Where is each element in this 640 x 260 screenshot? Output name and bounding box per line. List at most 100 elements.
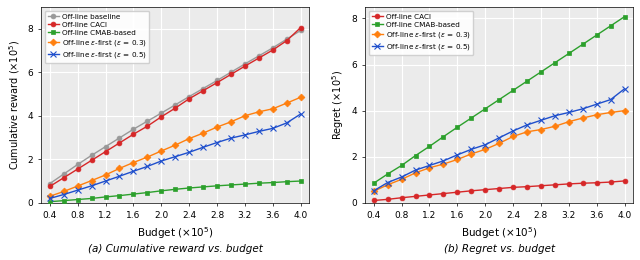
Off-line CMAB-based xyxy=(467,116,475,120)
Off-line CMAB-based xyxy=(524,80,531,83)
Off-line $\varepsilon$-first ($\varepsilon$ = 0.3) xyxy=(607,111,614,114)
Line: Off-line $\varepsilon$-first ($\varepsilon$ = 0.3): Off-line $\varepsilon$-first ($\varepsil… xyxy=(47,95,303,199)
Off-line $\varepsilon$-first ($\varepsilon$ = 0.3) xyxy=(454,158,461,161)
Off-line $\varepsilon$-first ($\varepsilon$ = 0.3) xyxy=(172,144,179,147)
Off-line $\varepsilon$-first ($\varepsilon$ = 0.5) xyxy=(60,193,68,196)
Off-line CMAB-based xyxy=(227,183,235,186)
Off-line CACl xyxy=(509,186,517,189)
Off-line baseline xyxy=(157,112,165,115)
Off-line CMAB-based xyxy=(412,154,419,157)
Off-line $\varepsilon$-first ($\varepsilon$ = 0.5) xyxy=(255,130,262,133)
Off-line $\varepsilon$-first ($\varepsilon$ = 0.5) xyxy=(481,143,489,146)
Off-line $\varepsilon$-first ($\varepsilon$ = 0.3) xyxy=(537,128,545,131)
Off-line $\varepsilon$-first ($\varepsilon$ = 0.3) xyxy=(384,183,392,186)
Off-line $\varepsilon$-first ($\varepsilon$ = 0.5) xyxy=(593,103,600,106)
Off-line CACl xyxy=(607,180,614,184)
Off-line CACl xyxy=(60,176,68,179)
Off-line CACl xyxy=(88,159,95,162)
Off-line CACl xyxy=(412,195,419,198)
X-axis label: Budget ($\times$10$^5$): Budget ($\times$10$^5$) xyxy=(461,226,538,242)
Line: Off-line $\varepsilon$-first ($\varepsilon$ = 0.5): Off-line $\varepsilon$-first ($\varepsil… xyxy=(371,86,628,194)
Line: Off-line $\varepsilon$-first ($\varepsilon$ = 0.3): Off-line $\varepsilon$-first ($\varepsil… xyxy=(371,108,627,194)
Off-line $\varepsilon$-first ($\varepsilon$ = 0.5) xyxy=(88,184,95,187)
Off-line CACl xyxy=(129,133,137,136)
Off-line baseline xyxy=(60,173,68,176)
Off-line CMAB-based xyxy=(509,89,517,92)
Text: (b) Regret vs. budget: (b) Regret vs. budget xyxy=(444,244,555,254)
Off-line $\varepsilon$-first ($\varepsilon$ = 0.5) xyxy=(241,133,249,136)
Off-line CACl xyxy=(621,179,628,183)
Off-line CMAB-based xyxy=(440,135,447,138)
Line: Off-line $\varepsilon$-first ($\varepsilon$ = 0.5): Off-line $\varepsilon$-first ($\varepsil… xyxy=(47,111,304,202)
Off-line $\varepsilon$-first ($\varepsilon$ = 0.5) xyxy=(102,179,109,183)
Off-line $\varepsilon$-first ($\varepsilon$ = 0.3) xyxy=(579,116,587,120)
Off-line $\varepsilon$-first ($\varepsilon$ = 0.3) xyxy=(370,190,378,193)
Off-line CMAB-based xyxy=(621,15,628,18)
Off-line CMAB-based xyxy=(129,193,137,196)
Off-line $\varepsilon$-first ($\varepsilon$ = 0.5) xyxy=(495,136,503,139)
Off-line CMAB-based xyxy=(593,34,600,37)
Off-line CACl xyxy=(157,115,165,118)
Off-line CMAB-based xyxy=(255,182,262,185)
Line: Off-line CMAB-based: Off-line CMAB-based xyxy=(371,14,627,186)
Off-line $\varepsilon$-first ($\varepsilon$ = 0.3) xyxy=(157,150,165,153)
Off-line CMAB-based xyxy=(157,189,165,192)
Off-line CMAB-based xyxy=(454,126,461,129)
Off-line baseline xyxy=(172,103,179,106)
Off-line CACl xyxy=(297,26,305,29)
Off-line $\varepsilon$-first ($\varepsilon$ = 0.3) xyxy=(593,113,600,116)
Off-line $\varepsilon$-first ($\varepsilon$ = 0.3) xyxy=(426,166,433,169)
Off-line CACl xyxy=(579,182,587,185)
Off-line CACl xyxy=(384,198,392,201)
Off-line CACl xyxy=(440,192,447,195)
Off-line baseline xyxy=(143,120,151,123)
Off-line $\varepsilon$-first ($\varepsilon$ = 0.5) xyxy=(143,165,151,168)
Text: (a) Cumulative reward vs. budget: (a) Cumulative reward vs. budget xyxy=(88,244,262,254)
Off-line CACl xyxy=(537,184,545,187)
Off-line $\varepsilon$-first ($\varepsilon$ = 0.3) xyxy=(565,120,573,123)
Off-line baseline xyxy=(269,46,276,49)
Off-line $\varepsilon$-first ($\varepsilon$ = 0.3) xyxy=(481,148,489,151)
Off-line CMAB-based xyxy=(607,24,614,27)
Off-line $\varepsilon$-first ($\varepsilon$ = 0.5) xyxy=(412,168,419,172)
Off-line CMAB-based xyxy=(537,70,545,74)
Off-line CACl xyxy=(269,48,276,51)
Off-line CACl xyxy=(102,150,109,153)
Off-line baseline xyxy=(46,182,54,185)
X-axis label: Budget ($\times$10$^5$): Budget ($\times$10$^5$) xyxy=(137,226,214,242)
Off-line $\varepsilon$-first ($\varepsilon$ = 0.3) xyxy=(509,135,517,138)
Off-line CMAB-based xyxy=(88,197,95,200)
Off-line CACl xyxy=(397,196,405,199)
Off-line $\varepsilon$-first ($\varepsilon$ = 0.3) xyxy=(143,155,151,159)
Off-line $\varepsilon$-first ($\varepsilon$ = 0.3) xyxy=(186,137,193,140)
Off-line CMAB-based xyxy=(551,61,559,64)
Off-line CMAB-based xyxy=(269,181,276,184)
Off-line $\varepsilon$-first ($\varepsilon$ = 0.5) xyxy=(283,121,291,125)
Off-line $\varepsilon$-first ($\varepsilon$ = 0.3) xyxy=(60,190,68,193)
Off-line CACl xyxy=(481,188,489,191)
Off-line baseline xyxy=(241,62,249,66)
Off-line CACl xyxy=(227,73,235,76)
Off-line CACl xyxy=(467,189,475,192)
Off-line $\varepsilon$-first ($\varepsilon$ = 0.3) xyxy=(297,96,305,99)
Off-line CMAB-based xyxy=(46,200,54,203)
Off-line $\varepsilon$-first ($\varepsilon$ = 0.5) xyxy=(46,197,54,200)
Off-line $\varepsilon$-first ($\varepsilon$ = 0.3) xyxy=(551,125,559,128)
Off-line $\varepsilon$-first ($\varepsilon$ = 0.5) xyxy=(537,119,545,122)
Off-line $\varepsilon$-first ($\varepsilon$ = 0.5) xyxy=(384,181,392,184)
Y-axis label: Regret ($\times$10$^5$): Regret ($\times$10$^5$) xyxy=(330,70,346,140)
Off-line $\varepsilon$-first ($\varepsilon$ = 0.5) xyxy=(172,155,179,158)
Off-line CMAB-based xyxy=(60,199,68,202)
Off-line baseline xyxy=(297,29,305,32)
Off-line $\varepsilon$-first ($\varepsilon$ = 0.5) xyxy=(186,151,193,154)
Off-line baseline xyxy=(283,38,291,41)
Off-line baseline xyxy=(227,71,235,74)
Off-line CACl xyxy=(454,191,461,194)
Off-line CMAB-based xyxy=(172,188,179,191)
Off-line $\varepsilon$-first ($\varepsilon$ = 0.5) xyxy=(524,123,531,126)
Off-line $\varepsilon$-first ($\varepsilon$ = 0.5) xyxy=(199,146,207,149)
Off-line CMAB-based xyxy=(186,186,193,190)
Line: Off-line baseline: Off-line baseline xyxy=(47,28,303,186)
Off-line $\varepsilon$-first ($\varepsilon$ = 0.5) xyxy=(297,113,305,116)
Off-line $\varepsilon$-first ($\varepsilon$ = 0.3) xyxy=(88,179,95,182)
